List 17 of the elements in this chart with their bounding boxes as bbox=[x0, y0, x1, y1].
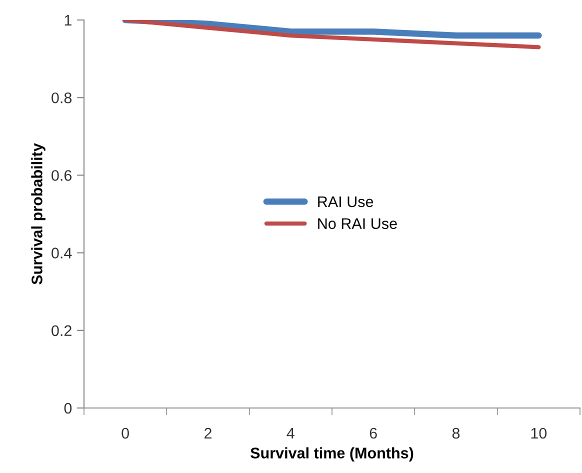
x-tick-label: 10 bbox=[531, 428, 547, 439]
y-tick-label: 0.2 bbox=[52, 325, 72, 336]
y-tick-label: 1 bbox=[64, 15, 72, 26]
legend-label: RAI Use bbox=[318, 196, 374, 208]
y-tick-label: 0.8 bbox=[52, 92, 72, 104]
x-tick-label: 8 bbox=[452, 428, 460, 439]
x-tick-label: 2 bbox=[204, 428, 212, 439]
x-axis-title: Survival time (Months) bbox=[250, 447, 414, 462]
line-series bbox=[123, 20, 541, 50]
y-tick-label: 0 bbox=[64, 402, 72, 414]
y-tick-label: 0.4 bbox=[52, 248, 72, 258]
x-tick-label: 6 bbox=[370, 428, 377, 439]
legend-label: No RAI Use bbox=[318, 218, 397, 230]
x-tick-label: 4 bbox=[286, 428, 294, 439]
x-tick-label: 0 bbox=[122, 428, 129, 439]
y-axis-title: Survival probability bbox=[31, 143, 46, 284]
y-tick-label: 0.6 bbox=[52, 170, 72, 181]
